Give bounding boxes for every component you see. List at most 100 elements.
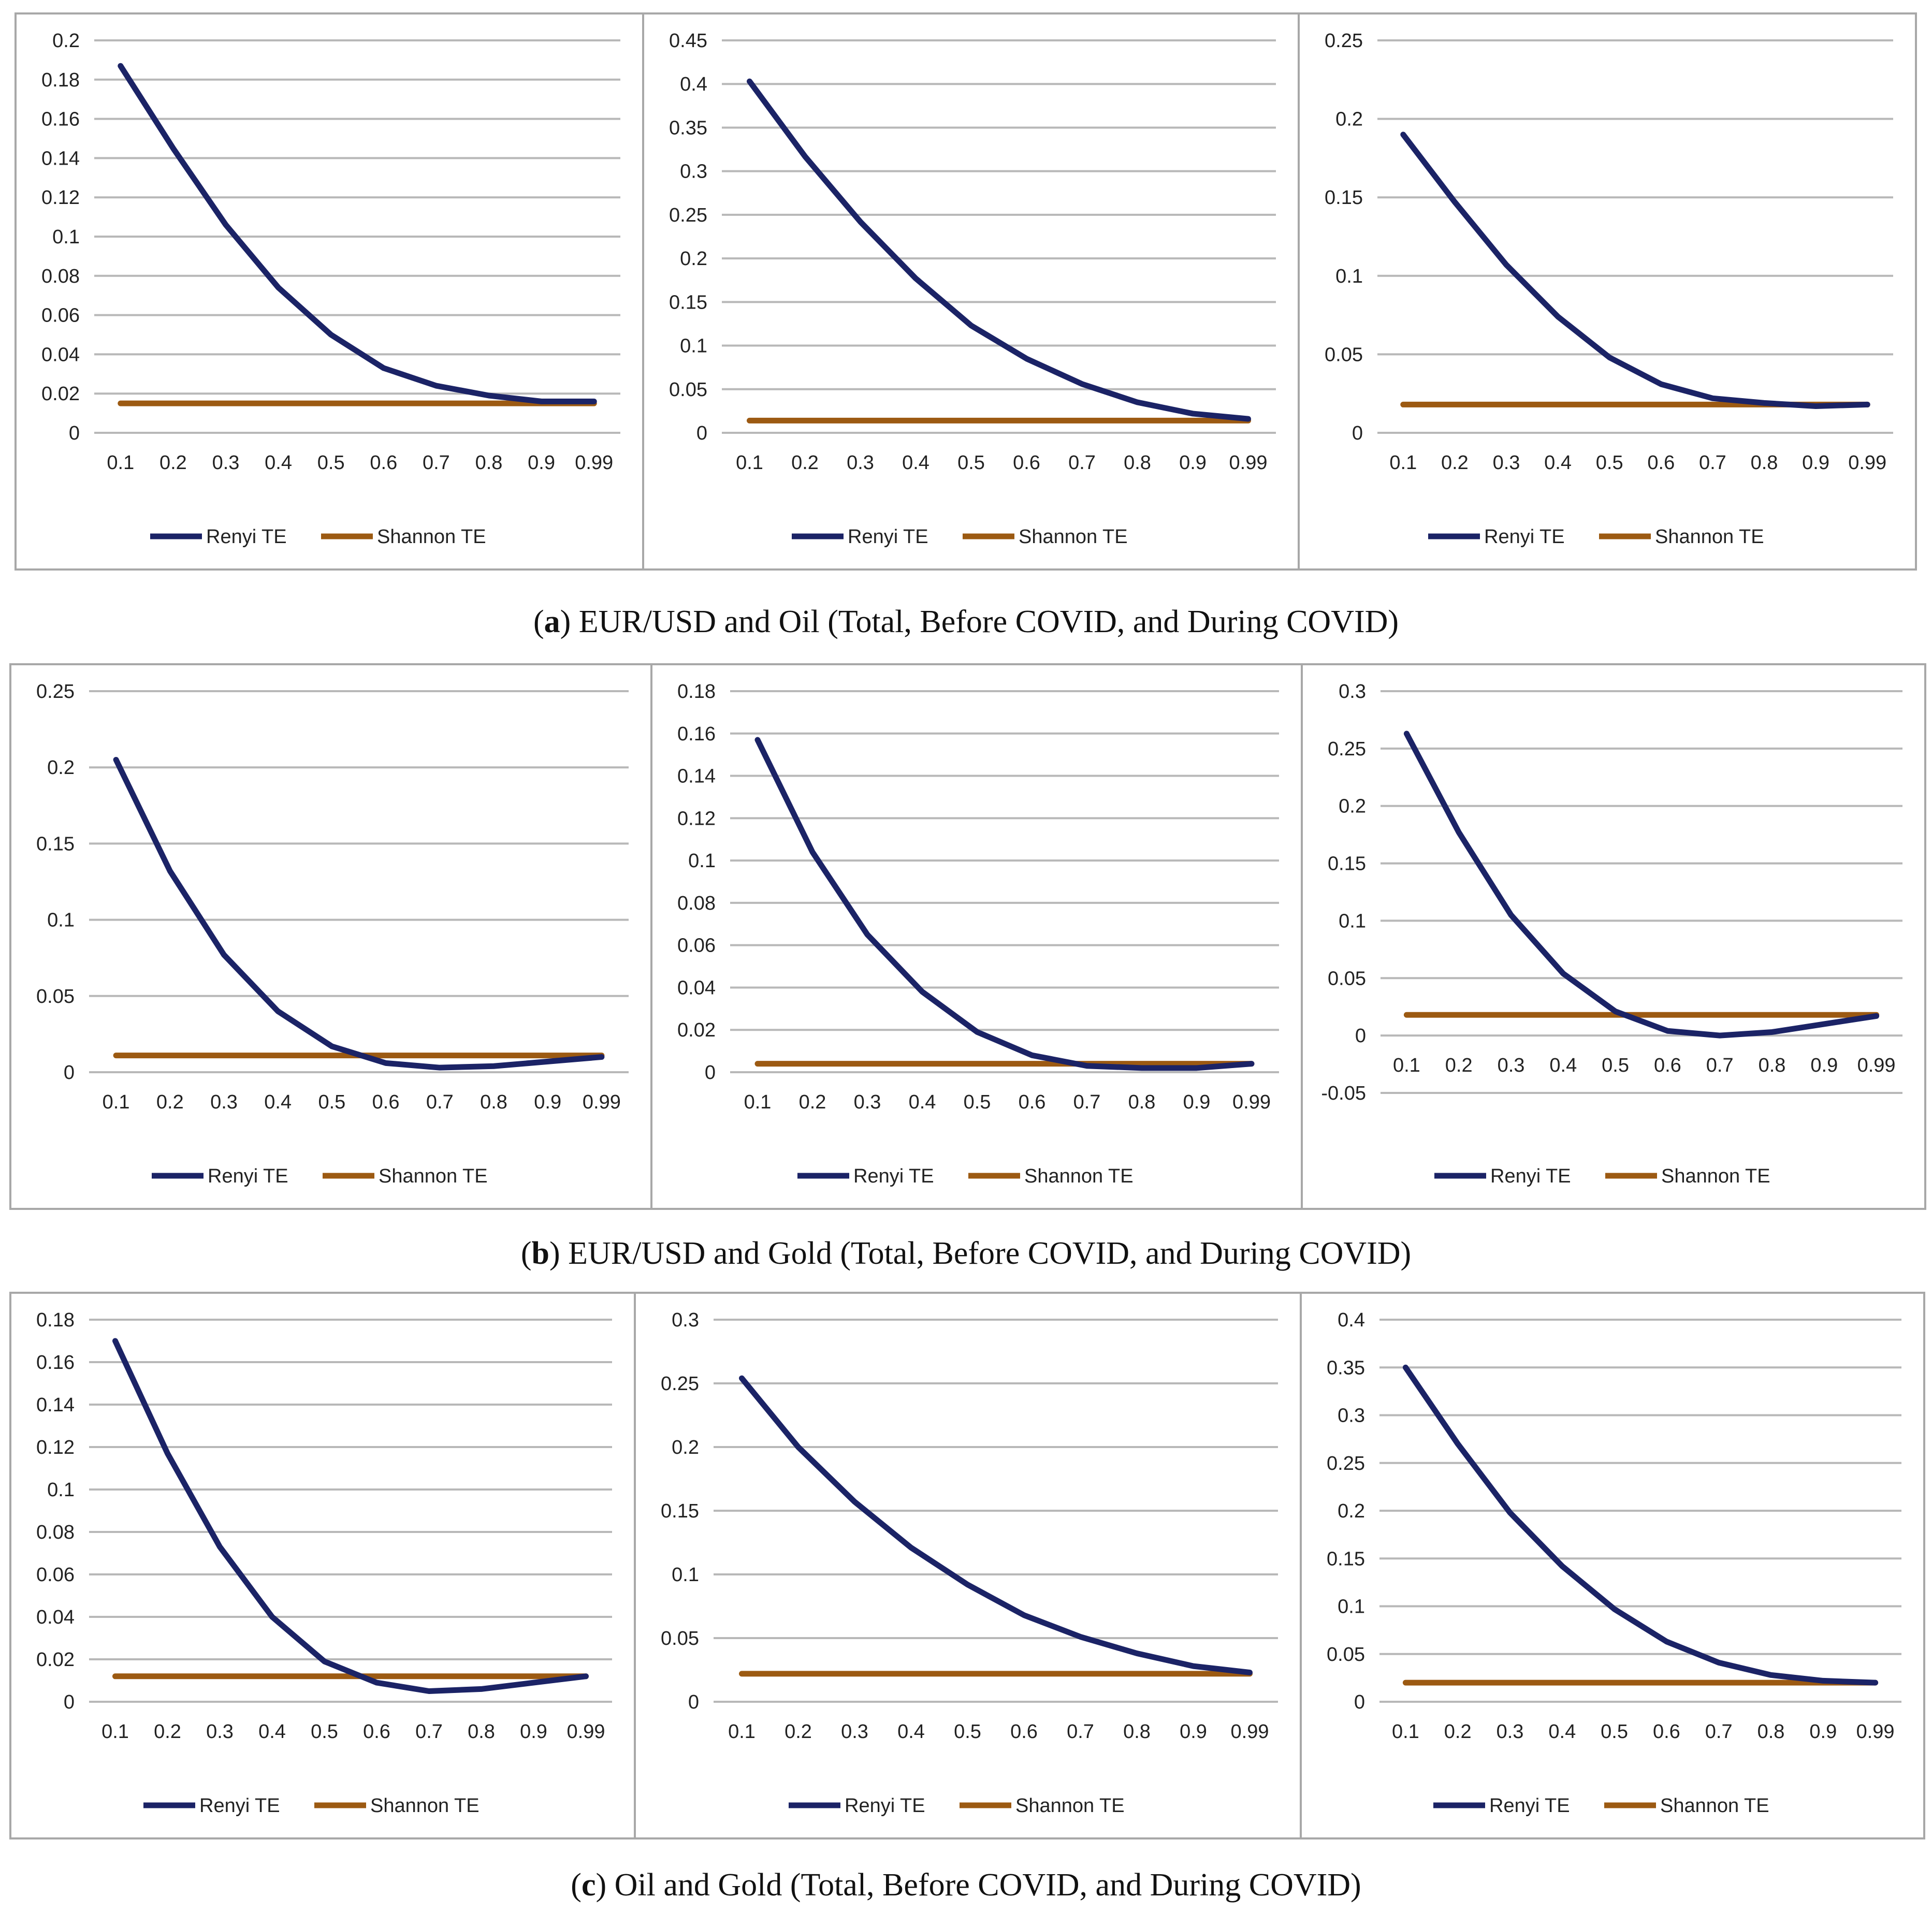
caption-text: EUR/USD and Oil (Total, Before COVID, an…	[578, 604, 1399, 639]
y-tick-label: 0	[1355, 1025, 1366, 1047]
x-tick-label: 0.3	[1498, 1055, 1525, 1076]
x-tick-label: 0.4	[909, 1091, 936, 1113]
legend-label: Shannon TE	[1661, 1165, 1770, 1187]
x-tick-label: 0.4	[902, 452, 929, 474]
y-tick-label: 0.16	[41, 109, 80, 130]
x-tick-label: 0.8	[475, 452, 503, 474]
y-tick-label: 0.02	[36, 1649, 75, 1671]
y-tick-label: 0.1	[47, 910, 75, 931]
y-tick-label: 0.12	[41, 187, 80, 209]
x-tick-label: 0.1	[107, 452, 134, 474]
y-tick-label: 0.1	[680, 335, 707, 357]
chart-panel-b-before: 0 0.02 0.04 0.06 0.08 0.1 0.12 0.14 0.16 0.18 0.1 0…	[650, 663, 1303, 1210]
y-tick-label: 0.15	[1328, 853, 1366, 875]
y-tick-label: 0.16	[36, 1352, 75, 1374]
x-tick-label: 0.8	[1123, 1721, 1151, 1743]
series-line-renyi	[754, 737, 1255, 1071]
x-tick-label: 0.3	[847, 452, 874, 474]
legend-label: Renyi TE	[199, 1795, 280, 1817]
y-tick-label: 0.15	[669, 291, 707, 313]
y-tick-label: 0.08	[677, 893, 716, 914]
y-tick-label: 0.2	[47, 757, 75, 779]
chart-svg: 0 0.05 0.1 0.15 0.2 0.25 0.1 0.2 0.3 0.4 0.5 0.6 0.7…	[36, 681, 629, 1187]
x-tick-label: 0.6	[372, 1091, 400, 1113]
x-tick-label: 0.7	[426, 1091, 454, 1113]
x-tick-label: 0.1	[1393, 1055, 1420, 1076]
y-tick-label: 0.04	[41, 344, 80, 366]
y-tick-label: 0.2	[672, 1437, 699, 1458]
caption-b: (b) EUR/USD and Gold (Total, Before COVI…	[520, 1236, 1412, 1271]
chart-svg: -0.05 0 0.05 0.1 0.15 0.2 0.25 0.3 0.1 0.2 0.3 0.4 0…	[1321, 681, 1902, 1187]
x-tick-label: 0.7	[1073, 1091, 1101, 1113]
x-tick-label: 0.99	[567, 1721, 605, 1743]
chart-panel-a-before: 0 0.05 0.1 0.15 0.2 0.25 0.3 0.35 0.4 0.45 0.1 0.2 0…	[642, 12, 1300, 571]
x-tick-label: 0.2	[1441, 452, 1469, 474]
legend-label: Shannon TE	[377, 526, 486, 548]
y-tick-label: 0.1	[672, 1564, 699, 1586]
x-tick-label: 0.2	[1444, 1721, 1472, 1743]
y-tick-label: 0.25	[1328, 738, 1366, 760]
x-tick-label: 0.7	[1699, 452, 1726, 474]
chart-panel-a-total: 0 0.02 0.04 0.06 0.08 0.1 0.12 0.14 0.16 0.18 0.2 0…	[14, 12, 644, 571]
y-tick-label: 0.15	[1327, 1548, 1365, 1570]
y-tick-label: 0.35	[1327, 1357, 1365, 1379]
y-tick-label: 0.15	[661, 1500, 699, 1522]
y-tick-label: 0.2	[1339, 796, 1366, 817]
caption-c: (c) Oil and Gold (Total, Before COVID, a…	[571, 1867, 1361, 1903]
legend-label: Renyi TE	[845, 1795, 925, 1817]
x-tick-label: 0.99	[575, 452, 613, 474]
x-tick-label: 0.4	[1549, 1055, 1577, 1076]
y-tick-label: 0.14	[677, 766, 716, 787]
y-tick-label: 0.14	[41, 148, 80, 169]
legend-label: Shannon TE	[1655, 526, 1764, 548]
x-tick-label: 0.1	[744, 1091, 772, 1113]
chart-panel-c-before: 0 0.05 0.1 0.15 0.2 0.25 0.3 0.1 0.2 0.3 0.4 0.5 0.6…	[634, 1292, 1302, 1839]
y-tick-label: 0.08	[36, 1522, 75, 1543]
y-tick-label: 0	[1352, 422, 1363, 444]
y-tick-label: 0.12	[36, 1437, 75, 1458]
series-line-renyi	[1400, 132, 1870, 409]
y-tick-label: 0.4	[1338, 1309, 1365, 1331]
x-tick-label: 0.9	[1802, 452, 1829, 474]
series-line-renyi	[747, 78, 1251, 422]
y-tick-label: 0.1	[1339, 910, 1366, 932]
x-tick-label: 0.8	[1751, 452, 1778, 474]
x-tick-label: 0.9	[1180, 1721, 1207, 1743]
legend-label: Shannon TE	[370, 1795, 480, 1817]
y-tick-label: 0.18	[36, 1309, 75, 1331]
x-tick-label: 0.8	[468, 1721, 495, 1743]
y-tick-label: 0.1	[1335, 266, 1363, 287]
y-tick-label: 0.02	[677, 1019, 716, 1041]
x-tick-label: 0.3	[212, 452, 240, 474]
y-tick-label: 0.25	[1327, 1453, 1365, 1474]
y-tick-label: 0.1	[688, 850, 716, 872]
x-tick-label: 0.7	[423, 452, 450, 474]
y-tick-label: 0	[688, 1691, 699, 1713]
x-tick-label: 0.6	[1013, 452, 1040, 474]
chart-svg: 0 0.05 0.1 0.15 0.2 0.25 0.1 0.2 0.3 0.4 0.5 0.6 0.7…	[1325, 30, 1893, 548]
legend-label: Renyi TE	[208, 1165, 288, 1187]
x-tick-label: 0.4	[265, 452, 292, 474]
caption-text: Oil and Gold (Total, Before COVID, and D…	[614, 1867, 1361, 1903]
x-tick-label: 0.5	[957, 452, 985, 474]
x-tick-label: 0.5	[317, 452, 345, 474]
x-tick-label: 0.5	[311, 1721, 338, 1743]
x-tick-label: 0.1	[1392, 1721, 1419, 1743]
caption-a: (a) EUR/USD and Oil (Total, Before COVID…	[533, 604, 1399, 639]
y-tick-label: 0.18	[677, 681, 716, 703]
series-line-renyi	[118, 63, 597, 404]
x-tick-label: 0.5	[1601, 1721, 1628, 1743]
legend-label: Renyi TE	[848, 526, 928, 548]
x-tick-label: 0.1	[103, 1091, 130, 1113]
y-tick-label: 0.25	[1325, 30, 1363, 52]
legend-label: Shannon TE	[1019, 526, 1128, 548]
x-tick-label: 0.99	[1848, 452, 1886, 474]
legend-label: Shannon TE	[1660, 1795, 1769, 1817]
x-tick-label: 0.5	[1596, 452, 1623, 474]
x-tick-label: 0.3	[1493, 452, 1520, 474]
x-tick-label: 0.7	[1067, 1721, 1094, 1743]
x-tick-label: 0.8	[480, 1091, 507, 1113]
x-tick-label: 0.6	[363, 1721, 390, 1743]
y-tick-label: 0.14	[36, 1394, 75, 1416]
x-tick-label: 0.4	[264, 1091, 292, 1113]
